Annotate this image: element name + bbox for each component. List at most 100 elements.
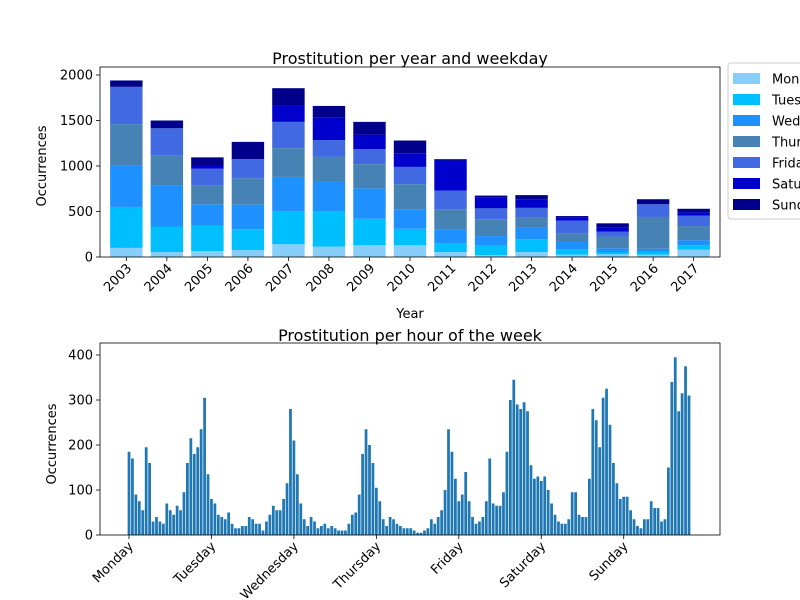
bar-segment xyxy=(555,241,589,250)
bar-segment xyxy=(150,155,184,186)
bar xyxy=(354,512,358,535)
y-tick-label: 300 xyxy=(68,394,93,409)
bar xyxy=(292,440,296,535)
bar xyxy=(550,503,553,535)
bar xyxy=(295,474,299,535)
legend-label: Satu xyxy=(772,178,800,193)
yearly-stacked-bar-chart: Prostitution per year and weekday Occurr… xyxy=(35,49,800,322)
bar-segment xyxy=(515,217,548,228)
bar xyxy=(330,526,334,535)
bar xyxy=(478,521,481,535)
axes-frame xyxy=(99,342,721,536)
bar xyxy=(653,508,657,535)
bar-segment xyxy=(393,245,427,257)
bar-segment xyxy=(150,185,184,227)
bar xyxy=(134,494,138,535)
bar xyxy=(505,451,509,535)
bar xyxy=(261,530,265,535)
x-tick-label: 2005 xyxy=(182,261,216,295)
bar xyxy=(278,510,282,535)
bar xyxy=(615,483,619,535)
bar xyxy=(464,472,468,535)
legend-label: Wed xyxy=(772,115,800,130)
bar xyxy=(161,523,165,535)
bar-segment xyxy=(515,239,548,252)
bar xyxy=(684,366,687,535)
bar-segment xyxy=(636,248,670,252)
bar xyxy=(612,463,615,535)
bar xyxy=(581,517,584,535)
bar xyxy=(282,499,285,535)
y-tick-label: 0 xyxy=(85,529,93,544)
x-tick-label: Friday xyxy=(428,539,467,578)
bar-segment xyxy=(636,216,670,249)
bar-segment xyxy=(677,245,710,250)
x-tick-label: 2017 xyxy=(668,261,702,295)
bar xyxy=(199,429,203,535)
x-tick-label: 2007 xyxy=(263,261,297,295)
bar-segment xyxy=(231,204,265,230)
bar xyxy=(471,517,474,535)
bar xyxy=(622,496,626,535)
x-tick-label: Tuesday xyxy=(171,539,220,588)
bar xyxy=(409,528,413,535)
hourly-bar-chart: Prostitution per hour of the week Occurr… xyxy=(45,326,721,600)
bar xyxy=(374,487,378,535)
bar-segment xyxy=(353,245,386,257)
bar xyxy=(488,458,492,535)
bar xyxy=(271,505,275,535)
bar xyxy=(529,465,533,535)
y-tick-label: 500 xyxy=(68,205,93,220)
bar xyxy=(642,519,646,535)
bar xyxy=(385,526,389,535)
legend-swatch xyxy=(733,73,760,84)
bar-segment xyxy=(515,227,548,240)
bar xyxy=(574,492,577,535)
bar-segment xyxy=(555,217,589,221)
bar xyxy=(299,503,303,535)
bar xyxy=(203,397,206,535)
bar xyxy=(399,526,402,535)
y-tick-label: 400 xyxy=(68,349,93,364)
bar-segment xyxy=(231,250,265,257)
bar-segment xyxy=(150,252,184,257)
bar-segment xyxy=(353,149,386,165)
bar xyxy=(598,447,602,535)
bar xyxy=(536,476,540,535)
bar xyxy=(189,438,193,535)
bar-segment xyxy=(434,209,467,230)
bar xyxy=(625,496,629,535)
bar-segment xyxy=(434,190,467,210)
bar xyxy=(570,492,574,535)
bar xyxy=(502,492,505,535)
bar xyxy=(457,501,461,535)
bar xyxy=(192,454,196,535)
bar xyxy=(141,510,145,535)
bar xyxy=(498,505,502,535)
y-tick-label: 100 xyxy=(68,484,93,499)
legend-swatch xyxy=(733,94,760,105)
bar xyxy=(481,517,485,535)
bar xyxy=(223,519,227,535)
bar-segment xyxy=(434,229,467,244)
bar xyxy=(326,528,330,535)
bar xyxy=(608,424,612,535)
bar xyxy=(137,501,141,535)
bar xyxy=(213,503,217,535)
bar xyxy=(412,530,416,535)
bar-segment xyxy=(110,165,143,207)
bar xyxy=(313,521,316,535)
bar-segment xyxy=(434,160,467,191)
x-tick-label: 2004 xyxy=(142,261,176,295)
bar xyxy=(268,514,272,535)
legend-swatch xyxy=(733,157,760,168)
bar xyxy=(670,382,674,535)
bar-segment xyxy=(515,207,548,218)
bar-segment xyxy=(191,168,224,186)
bar xyxy=(508,400,512,535)
bars-layer xyxy=(110,80,710,257)
bar-segment xyxy=(555,216,589,218)
bar xyxy=(364,429,368,535)
bar xyxy=(436,517,440,535)
